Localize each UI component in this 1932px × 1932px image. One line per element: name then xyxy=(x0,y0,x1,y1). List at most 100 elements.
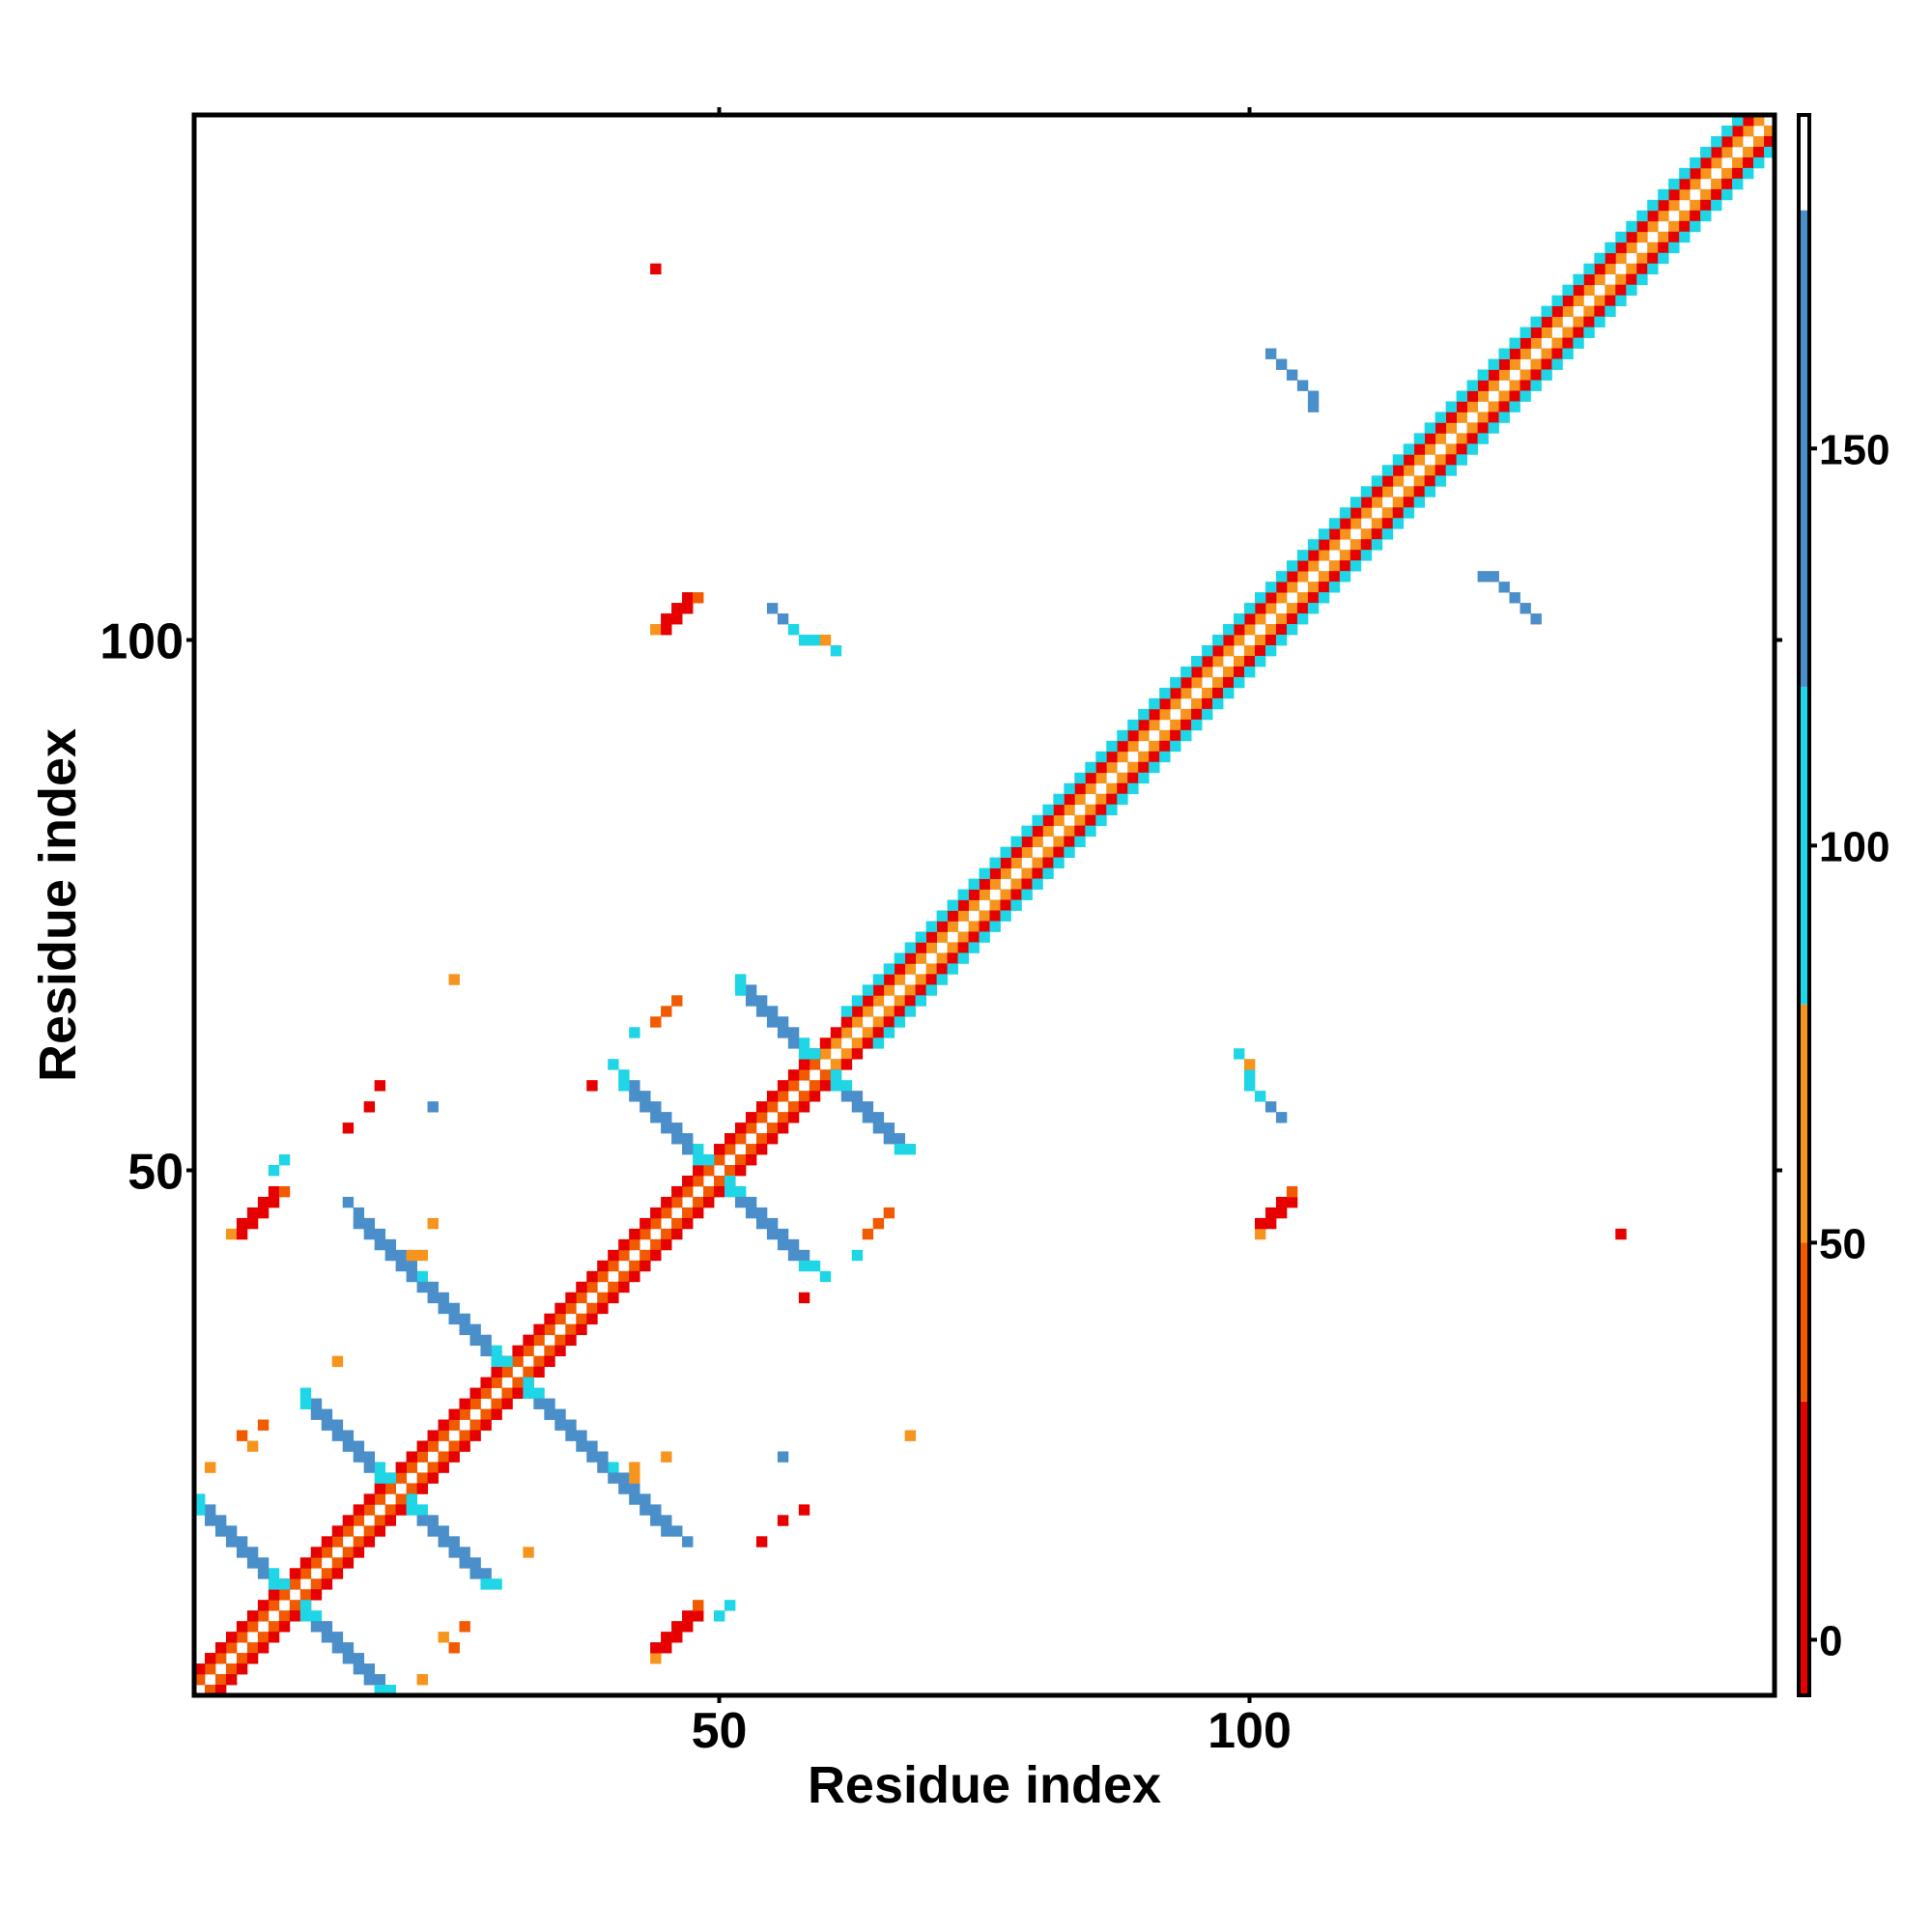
heatmap-cell xyxy=(246,1440,259,1452)
heatmap-cell xyxy=(257,1610,270,1622)
heatmap-cell xyxy=(310,1610,323,1622)
heatmap-cell xyxy=(363,1663,376,1675)
heatmap-cell xyxy=(299,1600,312,1611)
heatmap-cell xyxy=(469,1568,481,1579)
heatmap-cell xyxy=(480,1345,492,1357)
heatmap-cell xyxy=(661,1451,672,1463)
heatmap-cell xyxy=(1032,867,1043,879)
heatmap-cell xyxy=(214,1674,227,1686)
heatmap-cell xyxy=(1180,708,1192,721)
heatmap-cell xyxy=(1498,358,1510,370)
heatmap-cell xyxy=(544,1313,555,1325)
heatmap-cell xyxy=(501,1366,513,1378)
heatmap-cell xyxy=(1573,273,1584,286)
heatmap-cell xyxy=(1498,412,1510,423)
heatmap-cell xyxy=(1127,719,1139,731)
heatmap-cell xyxy=(629,1228,640,1240)
heatmap-cell xyxy=(766,1091,779,1102)
colorbar-bin xyxy=(1799,686,1809,1005)
heatmap-cell xyxy=(544,1355,555,1368)
heatmap-cell xyxy=(1551,316,1563,327)
heatmap-cell xyxy=(523,1334,534,1347)
heatmap-cell xyxy=(1392,507,1405,519)
heatmap-cell xyxy=(236,1217,248,1230)
heatmap-cell xyxy=(1488,412,1499,423)
heatmap-cell xyxy=(714,1144,725,1155)
heatmap-cell xyxy=(787,1238,800,1251)
heatmap-cell xyxy=(979,921,990,932)
heatmap-cell xyxy=(904,1006,917,1017)
heatmap-cell xyxy=(1180,729,1192,742)
heatmap-cell xyxy=(1074,814,1086,827)
heatmap-cell xyxy=(1520,390,1531,402)
heatmap-cell xyxy=(363,1536,376,1548)
heatmap-cell xyxy=(830,1027,842,1038)
heatmap-cell xyxy=(565,1419,577,1431)
heatmap-cell xyxy=(1138,761,1150,774)
heatmap-cell xyxy=(1074,793,1086,806)
heatmap-cell xyxy=(1721,125,1733,137)
heatmap-cell xyxy=(1254,1217,1266,1230)
heatmap-cell xyxy=(1010,846,1022,858)
heatmap-cell xyxy=(1159,729,1171,742)
heatmap-cell xyxy=(872,1027,885,1038)
heatmap-cell xyxy=(331,1632,344,1643)
heatmap-cell xyxy=(576,1323,587,1336)
heatmap-cell xyxy=(925,921,937,932)
heatmap-cell xyxy=(1296,592,1309,604)
heatmap-cell xyxy=(1658,210,1669,222)
heatmap-cell xyxy=(1170,687,1181,699)
heatmap-cell xyxy=(724,1185,736,1198)
heatmap-cell xyxy=(586,1440,598,1452)
heatmap-cell xyxy=(1658,188,1669,201)
heatmap-cell xyxy=(342,1525,355,1537)
heatmap-cell xyxy=(1064,793,1075,806)
heatmap-cell xyxy=(1042,804,1054,816)
heatmap-cell xyxy=(1753,135,1765,148)
heatmap-cell xyxy=(883,1207,895,1219)
heatmap-cell xyxy=(257,1196,270,1208)
heatmap-cell xyxy=(894,974,906,985)
heatmap-cell xyxy=(1445,412,1458,423)
heatmap-cell xyxy=(533,1398,545,1409)
heatmap-cell xyxy=(1583,263,1595,275)
heatmap-cell xyxy=(480,1387,492,1399)
heatmap-cell xyxy=(745,984,757,996)
heatmap-cell xyxy=(798,1069,810,1081)
heatmap-cell xyxy=(1520,603,1531,614)
heatmap-cell xyxy=(883,1006,895,1017)
heatmap-cell xyxy=(1647,199,1659,212)
heatmap-cell xyxy=(1445,422,1458,434)
heatmap-cell xyxy=(1223,666,1235,678)
heatmap-cell xyxy=(480,1568,492,1579)
heatmap-cell xyxy=(1264,592,1277,604)
heatmap-cell xyxy=(342,1515,355,1526)
heatmap-cell xyxy=(268,1600,280,1611)
heatmap-cell xyxy=(1732,178,1744,190)
heatmap-cell xyxy=(554,1334,566,1347)
heatmap-cell xyxy=(1328,571,1341,582)
heatmap-cell xyxy=(734,974,747,985)
heatmap-cell xyxy=(491,1408,502,1420)
heatmap-cell xyxy=(936,910,948,922)
heatmap-cell xyxy=(331,1525,344,1537)
heatmap-cell xyxy=(544,1323,555,1336)
heatmap-cell xyxy=(1275,635,1288,646)
heatmap-cell xyxy=(618,1238,630,1251)
heatmap-cell xyxy=(1711,146,1722,158)
heatmap-cell xyxy=(268,1196,280,1208)
heatmap-cell xyxy=(851,1048,864,1060)
heatmap-cell xyxy=(629,1483,640,1494)
heatmap-cell xyxy=(1117,751,1128,763)
heatmap-cell xyxy=(989,910,1001,922)
heatmap-cell xyxy=(639,1493,651,1505)
heatmap-cell xyxy=(840,1027,853,1038)
heatmap-cell xyxy=(1605,252,1616,265)
heatmap-cell xyxy=(1085,782,1096,795)
heatmap-cell xyxy=(533,1334,545,1347)
heatmap-cell xyxy=(374,1080,386,1092)
heatmap-cell xyxy=(1234,676,1245,689)
heatmap-cell xyxy=(904,942,917,953)
heatmap-cell xyxy=(1626,284,1637,297)
heatmap-cell xyxy=(1223,644,1235,657)
